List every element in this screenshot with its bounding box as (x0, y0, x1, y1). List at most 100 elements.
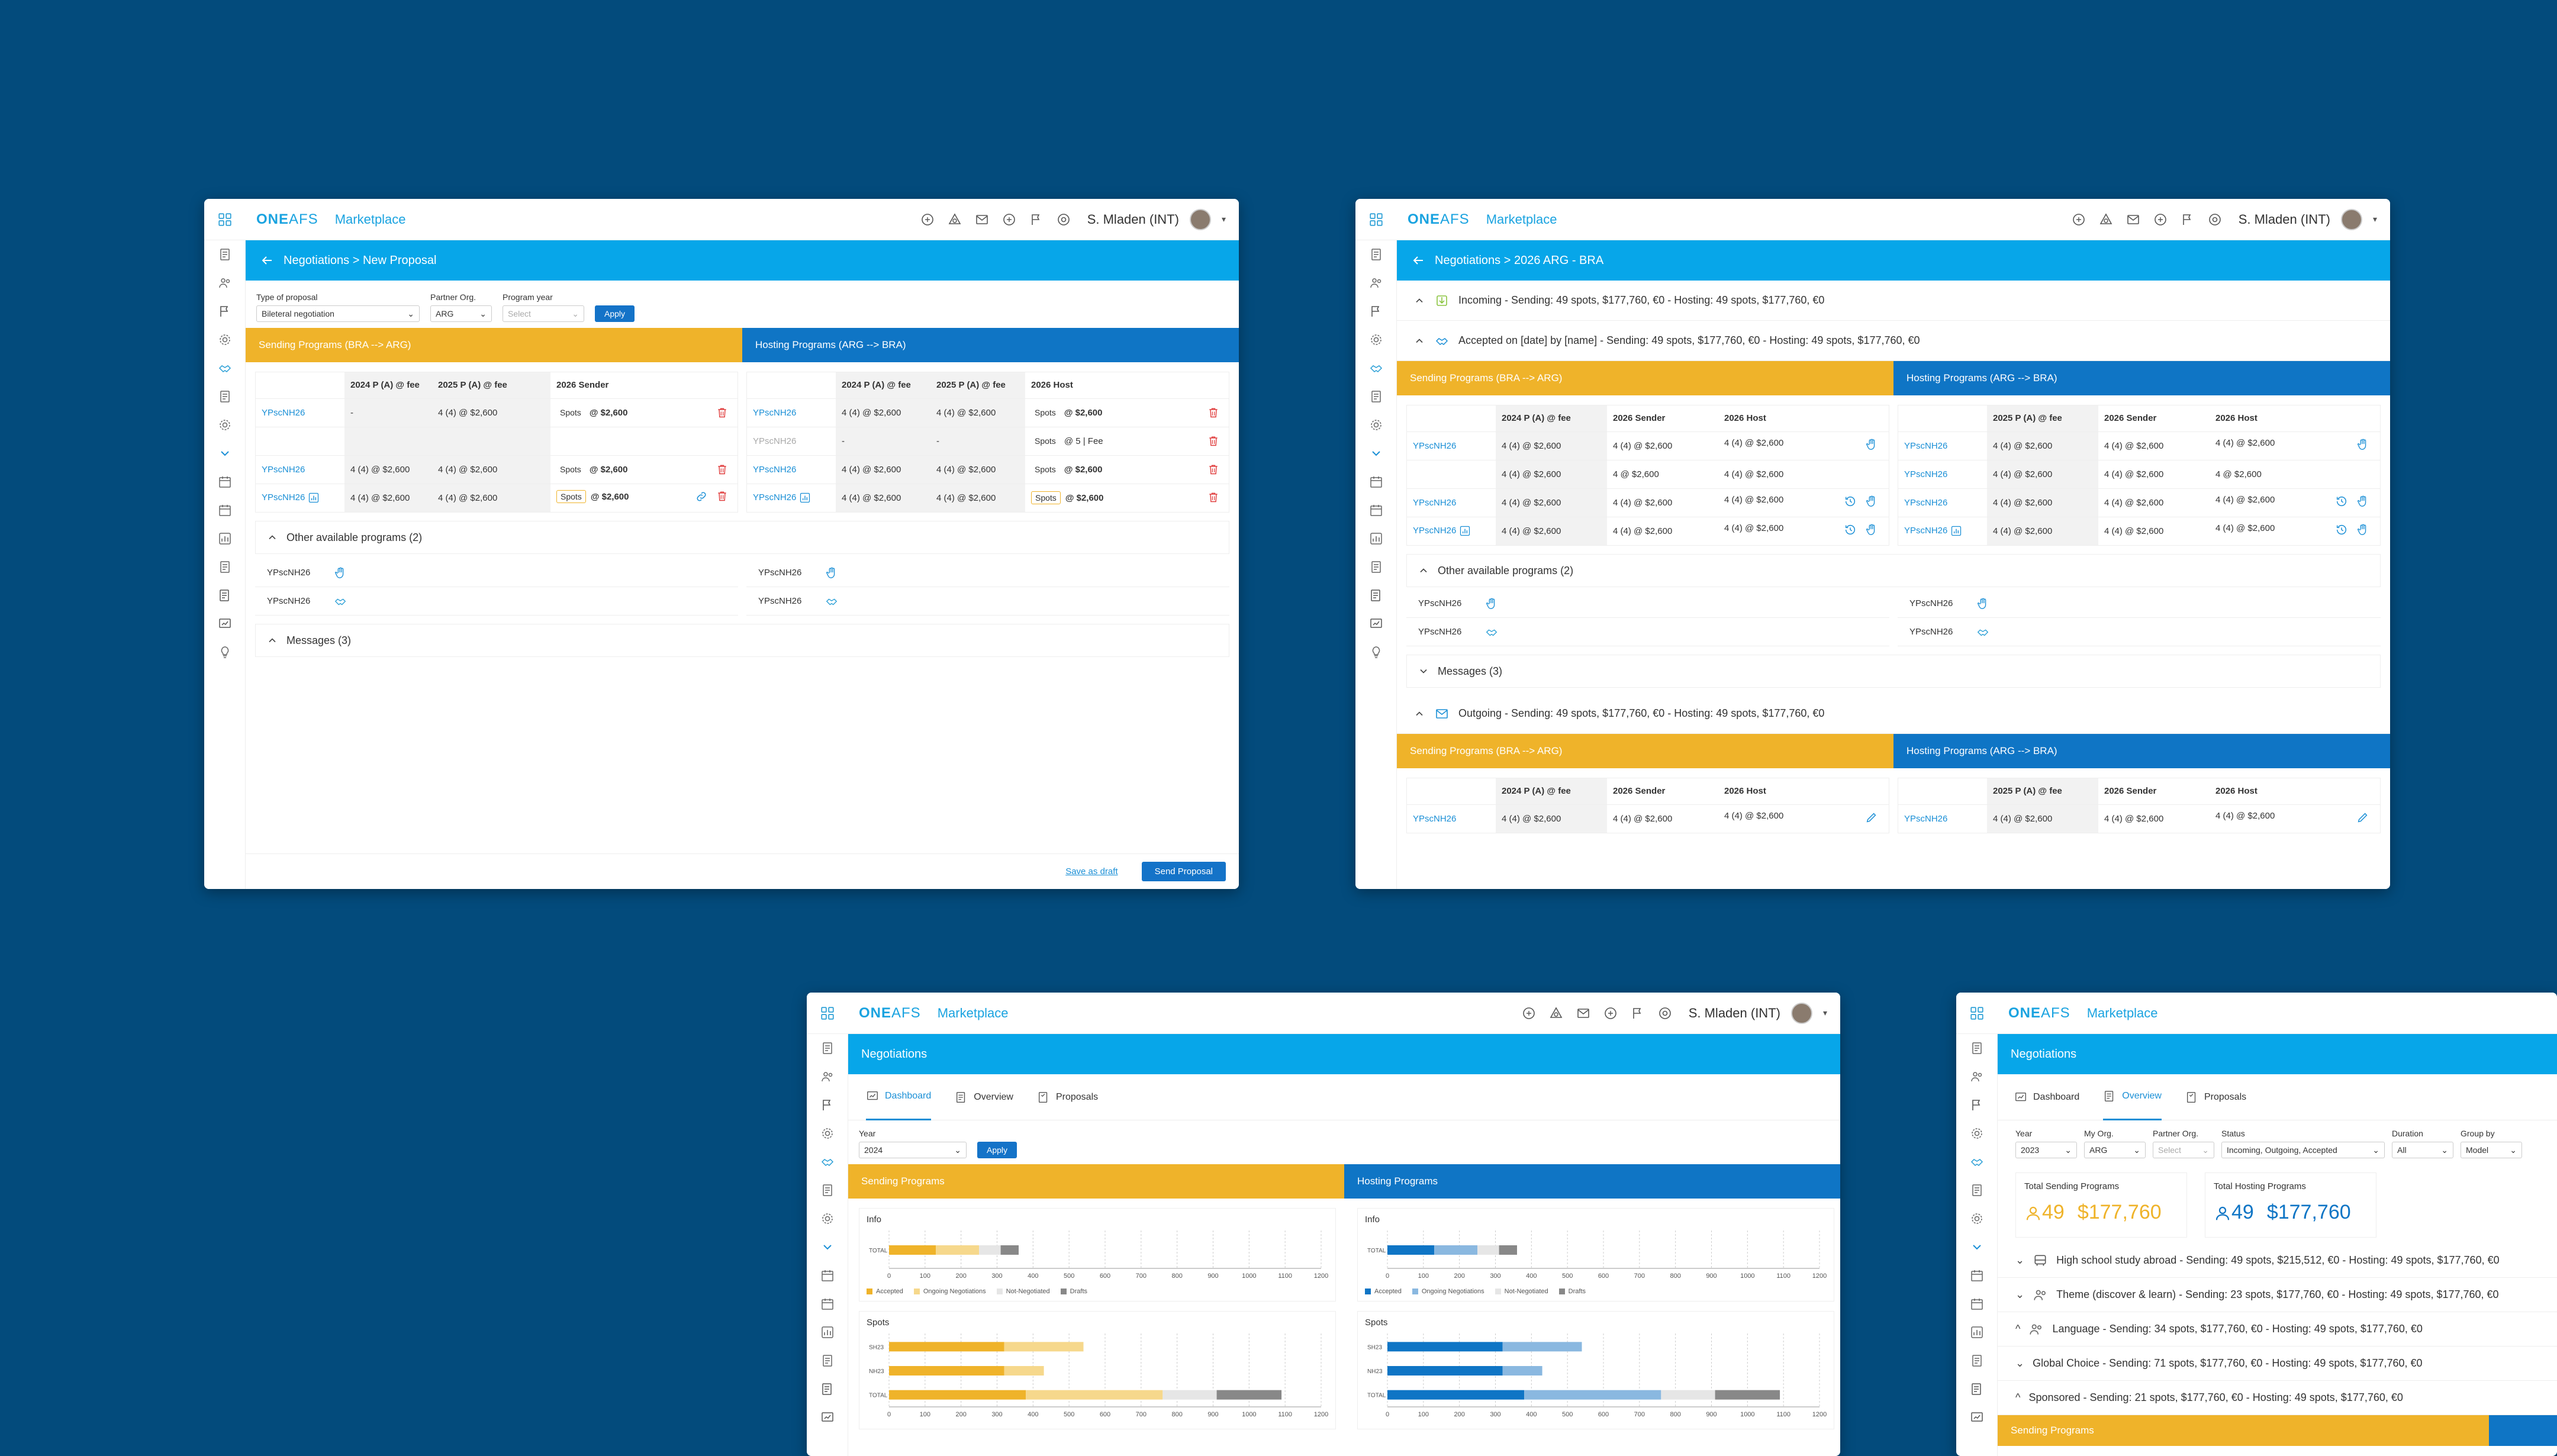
nav-flag-icon[interactable] (807, 1091, 848, 1119)
program-link[interactable]: YPscNH26 (1904, 469, 1948, 479)
globe-icon[interactable] (1521, 1005, 1537, 1022)
program-link[interactable]: YPscNH26 (1413, 526, 1457, 536)
hand-icon[interactable] (334, 566, 347, 579)
user-menu-chevron-icon[interactable]: ▾ (1822, 1008, 1827, 1017)
trash-icon[interactable] (716, 463, 728, 475)
hand-icon[interactable] (2356, 523, 2369, 539)
handshake-icon[interactable] (825, 595, 838, 608)
nav-bulb-icon[interactable] (1355, 638, 1397, 666)
hand-icon[interactable] (1865, 438, 1878, 453)
nav-chart2-icon[interactable] (204, 610, 246, 638)
group-row[interactable]: ⌄ Theme (discover & learn) - Sending: 23 … (1998, 1278, 2557, 1312)
at-icon[interactable] (2207, 211, 2223, 228)
partner-select[interactable]: ARG ⌄ (430, 305, 492, 322)
flag-icon[interactable] (1028, 211, 1045, 228)
spots-input[interactable]: Spots (556, 490, 586, 504)
program-link[interactable]: YPscNH26 (1904, 497, 1948, 508)
tab-proposals[interactable]: Proposals (2185, 1074, 2246, 1120)
mail-icon[interactable] (2125, 211, 2141, 228)
nav-doc-icon[interactable] (1956, 1034, 1998, 1062)
nav-chart-icon[interactable] (1355, 524, 1397, 553)
program-link[interactable]: YPscNH26 (262, 407, 305, 418)
accepted-section[interactable]: Accepted on [date] by [name] - Sending: … (1397, 321, 2390, 361)
program-link[interactable]: YPscNH26 (753, 407, 797, 418)
nav-doc2-icon[interactable] (204, 382, 246, 411)
nav-chart-icon[interactable] (807, 1318, 848, 1347)
fee-input[interactable]: @ 5 | Fee (1064, 436, 1103, 446)
mail-icon[interactable] (974, 211, 990, 228)
nav-chevron-down-icon[interactable] (1956, 1233, 1998, 1261)
org-select[interactable]: ARG ⌄ (2084, 1142, 2146, 1158)
nav-doc3-icon[interactable] (204, 553, 246, 581)
program-link[interactable]: YPscNH26 (753, 492, 797, 503)
at-icon[interactable] (1055, 211, 1072, 228)
nav-handshake-icon[interactable] (204, 354, 246, 382)
nav-doc-icon[interactable] (204, 240, 246, 269)
user-name[interactable]: S. Mladen (INT) (1688, 1005, 1780, 1020)
messages-toggle[interactable]: Messages (3) (255, 624, 1229, 657)
nav-people-icon[interactable] (204, 269, 246, 297)
nav-gear2-icon[interactable] (1355, 411, 1397, 439)
currency-icon[interactable] (1602, 1005, 1619, 1022)
tab-overview[interactable]: Overview (955, 1074, 1013, 1120)
save-draft-link[interactable]: Save as draft (1065, 866, 1118, 877)
nav-handshake-icon[interactable] (1956, 1148, 1998, 1176)
duration-select[interactable]: All ⌄ (2392, 1142, 2453, 1158)
flag-icon[interactable] (1629, 1005, 1646, 1022)
edit-icon[interactable] (2356, 811, 2369, 826)
avatar[interactable] (1790, 1002, 1812, 1024)
hand-icon[interactable] (1865, 523, 1878, 539)
nav-doc2-icon[interactable] (1956, 1176, 1998, 1204)
group-row[interactable]: ⌄ Global Choice - Sending: 71 spots, $177… (1998, 1347, 2557, 1381)
nav-calendar-icon[interactable] (204, 468, 246, 496)
nav-calendar-icon[interactable] (1956, 1261, 1998, 1290)
globe-icon[interactable] (919, 211, 936, 228)
host-input[interactable]: 4 @ $2,600 (2210, 459, 2380, 488)
app-grid-icon[interactable] (807, 993, 848, 1034)
nav-flag-icon[interactable] (1355, 297, 1397, 326)
app-grid-icon[interactable] (204, 199, 246, 240)
program-link[interactable]: YPscNH26 (1413, 813, 1457, 824)
at-icon[interactable] (1657, 1005, 1673, 1022)
status-select[interactable]: Incoming, Outgoing, Accepted ⌄ (2221, 1142, 2385, 1158)
history-icon[interactable] (1844, 523, 1857, 539)
nav-gear-icon[interactable] (204, 326, 246, 354)
history-icon[interactable] (2335, 523, 2348, 539)
recycle-icon[interactable] (946, 211, 963, 228)
nav-handshake-icon[interactable] (1355, 354, 1397, 382)
handshake-icon[interactable] (1485, 626, 1498, 639)
year-select[interactable]: Select ⌄ (503, 305, 584, 322)
incoming-section[interactable]: Incoming - Sending: 49 spots, $177,760, … (1397, 281, 2390, 321)
history-icon[interactable] (2335, 495, 2348, 510)
nav-handshake-icon[interactable] (807, 1148, 848, 1176)
nav-gear2-icon[interactable] (204, 411, 246, 439)
outgoing-section[interactable]: Outgoing - Sending: 49 spots, $177,760, … (1397, 694, 2390, 734)
program-link[interactable]: YPscNH26 (262, 492, 305, 503)
nav-gear-icon[interactable] (1956, 1119, 1998, 1148)
app-grid-icon[interactable] (1956, 993, 1998, 1034)
hand-icon[interactable] (1976, 597, 1989, 610)
program-link[interactable]: YPscNH26 (262, 464, 305, 475)
recycle-icon[interactable] (1548, 1005, 1564, 1022)
nav-calendar2-icon[interactable] (204, 496, 246, 524)
edit-icon[interactable] (1865, 811, 1878, 826)
nav-chart2-icon[interactable] (807, 1403, 848, 1432)
nav-chevron-down-icon[interactable] (1355, 439, 1397, 468)
apply-button[interactable]: Apply (595, 305, 635, 322)
chart-icon[interactable] (1950, 525, 1962, 537)
user-menu-chevron-icon[interactable]: ▾ (2372, 214, 2377, 224)
nav-chart-icon[interactable] (1956, 1318, 1998, 1347)
mail-icon[interactable] (1575, 1005, 1592, 1022)
program-link[interactable]: YPscNH26 (753, 464, 797, 475)
nav-calendar-icon[interactable] (807, 1261, 848, 1290)
nav-doc3-icon[interactable] (807, 1347, 848, 1375)
recycle-icon[interactable] (2098, 211, 2114, 228)
other-programs-toggle[interactable]: Other available programs (2) (255, 521, 1229, 554)
currency-icon[interactable] (2152, 211, 2169, 228)
trash-icon[interactable] (1207, 491, 1219, 503)
year-select[interactable]: 2024 ⌄ (859, 1142, 967, 1158)
program-link[interactable]: YPscNH26 (1413, 440, 1457, 451)
nav-calendar2-icon[interactable] (1956, 1290, 1998, 1318)
nav-bulb-icon[interactable] (204, 638, 246, 666)
nav-doc4-icon[interactable] (1956, 1375, 1998, 1403)
